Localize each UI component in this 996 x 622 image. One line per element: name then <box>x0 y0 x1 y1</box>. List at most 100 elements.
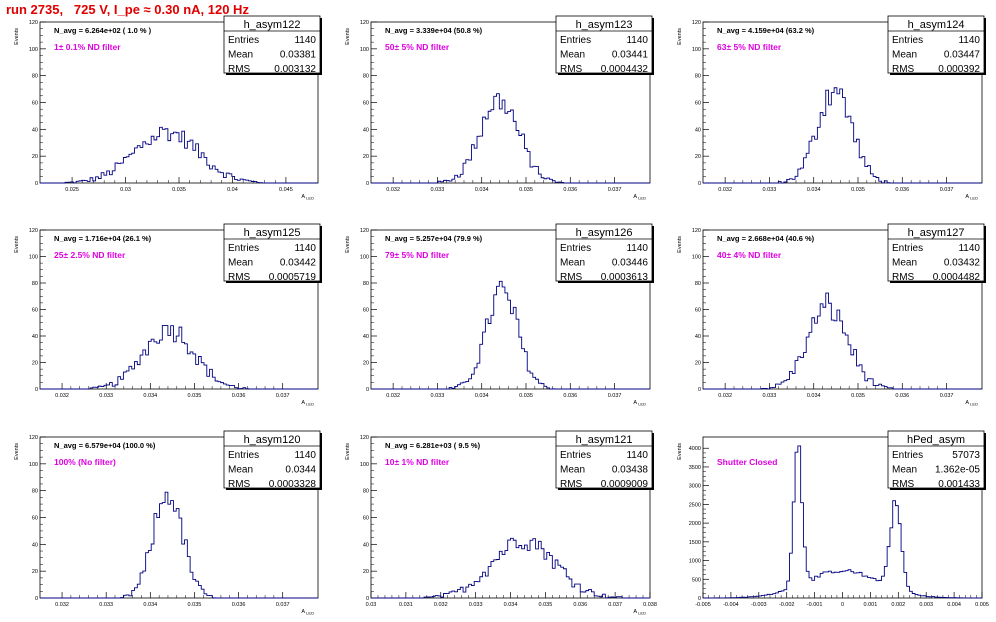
x-tick-label: 0.033 <box>99 602 113 608</box>
histogram-name: h_asym124 <box>908 19 965 31</box>
y-tick-label: 40 <box>695 127 701 133</box>
x-tick-label: -0.001 <box>807 602 823 608</box>
navg-label: N_avg = 4.159e+04 (63.2 %) <box>717 26 815 35</box>
y-tick-label: 80 <box>695 74 701 80</box>
stat-rms-label: RMS <box>892 272 915 283</box>
y-axis-label: Events <box>345 443 351 460</box>
x-tick-label: 0.033 <box>763 393 777 399</box>
stat-rms-value: 0.0004482 <box>933 272 981 283</box>
y-tick-label: 40 <box>363 334 369 340</box>
histogram-line <box>40 491 318 599</box>
histogram-name: h_asym122 <box>244 19 301 31</box>
x-tick-label: 0.032 <box>386 187 400 193</box>
navg-label: N_avg = 3.339e+04 (50.8 %) <box>385 26 483 35</box>
y-tick-label: 20 <box>695 154 701 160</box>
x-tick-label: 0.037 <box>940 187 954 193</box>
stats-box: h_asym125 Entries 1140 Mean 0.03442 RMS 0.0005… <box>223 223 322 283</box>
stat-entries-label: Entries <box>892 243 923 254</box>
stat-rms-value: 0.0004432 <box>601 64 649 75</box>
y-tick-label: 80 <box>32 74 38 80</box>
x-axis-label: A LED <box>965 400 978 407</box>
stat-mean-value: 0.03381 <box>280 50 317 61</box>
stat-rms-value: 0.0003328 <box>269 479 317 490</box>
navg-label: N_avg = 5.257e+04 (79.9 %) <box>385 234 483 243</box>
histogram-name: h_asym125 <box>244 227 301 239</box>
y-tick-label: 40 <box>695 334 701 340</box>
stats-box: hPed_asym Entries 57073 Mean 1.362e-05 RMS 0.0… <box>887 430 986 490</box>
y-tick-label: 80 <box>32 281 38 287</box>
stat-rms-label: RMS <box>560 272 583 283</box>
stats-box-frame <box>555 430 653 489</box>
navg-label: N_avg = 2.668e+04 (40.6 %) <box>717 234 815 243</box>
x-tick-label: 0.034 <box>504 602 518 608</box>
stat-entries-value: 1140 <box>626 450 648 461</box>
stat-entries-value: 1140 <box>294 450 316 461</box>
x-tick-label: 0.032 <box>718 393 732 399</box>
stats-box-frame <box>223 15 321 74</box>
x-tick-label: 0.032 <box>55 602 69 608</box>
histogram-name: hPed_asym <box>907 434 965 446</box>
histogram-line <box>40 126 318 184</box>
stats-box-frame <box>887 15 985 74</box>
stat-mean-label: Mean <box>228 50 253 61</box>
histogram-line <box>703 292 982 390</box>
x-tick-label: 0.002 <box>891 602 905 608</box>
stat-rms-label: RMS <box>228 272 251 283</box>
x-tick-label: 0.036 <box>563 187 577 193</box>
stat-rms-label: RMS <box>228 479 251 490</box>
stat-mean-value: 1.362e-05 <box>935 465 980 476</box>
histogram-line <box>371 537 650 599</box>
x-tick-label: 0.036 <box>232 602 246 608</box>
y-axis-label: Events <box>14 443 20 460</box>
x-tick-label: 0.037 <box>608 602 622 608</box>
histogram-name: h_asym127 <box>908 227 965 239</box>
stat-entries-value: 1140 <box>626 35 648 46</box>
x-axis-label: A LED <box>301 194 314 201</box>
y-tick-label: 0 <box>35 181 38 187</box>
histogram-line <box>371 93 650 184</box>
x-tick-label: 0.004 <box>947 602 961 608</box>
x-tick-label: 0.033 <box>469 602 483 608</box>
stat-rms-value: 0.001433 <box>938 479 980 490</box>
navg-label: N_avg = 6.579e+04 (100.0 %) <box>54 441 156 450</box>
x-tick-label: 0.037 <box>276 393 290 399</box>
stats-box: h_asym123 Entries 1140 Mean 0.03441 RMS 0.0004… <box>555 15 654 75</box>
stat-rms-label: RMS <box>892 479 915 490</box>
x-tick-label: 0.035 <box>538 602 552 608</box>
stat-mean-label: Mean <box>560 258 585 269</box>
x-tick-label: 0 <box>841 602 844 608</box>
stat-mean-label: Mean <box>560 465 585 476</box>
histogram-line <box>703 87 982 184</box>
panel-h_asym125: 0 20 40 60 80 100 120 0.032 0.033 0.034 0.035 0.036… <box>14 223 322 407</box>
stat-mean-value: 0.03438 <box>612 465 649 476</box>
x-tick-label: 0.03 <box>120 187 131 193</box>
stat-mean-value: 0.03447 <box>944 50 981 61</box>
y-tick-label: 80 <box>695 281 701 287</box>
y-tick-label: 60 <box>32 516 38 522</box>
y-tick-label: 60 <box>363 516 369 522</box>
navg-label: N_avg = 6.264e+02 ( 1.0 % ) <box>54 26 152 35</box>
stat-rms-value: 0.003132 <box>274 64 316 75</box>
y-tick-label: 100 <box>29 47 38 53</box>
panel-h_asym126: 0 20 40 60 80 100 120 0.032 0.033 0.034 0.035 0.036… <box>345 223 654 407</box>
filter-label: 25± 2.5% ND filter <box>54 250 126 260</box>
x-tick-label: 0.034 <box>143 393 157 399</box>
stat-mean-label: Mean <box>228 465 253 476</box>
y-tick-label: 2500 <box>689 502 701 508</box>
stat-rms-value: 0.0009009 <box>601 479 649 490</box>
panel-h_asym124: 0 20 40 60 80 100 120 0.032 0.033 0.034 0.035 0.036… <box>677 15 986 201</box>
y-tick-label: 60 <box>32 308 38 314</box>
run-title: run 2735, 725 V, I_pe ≈ 0.30 nA, 120 Hz <box>6 2 249 17</box>
panel-h_asym123: 0 20 40 60 80 100 120 0.032 0.033 0.034 0.035 0.036… <box>345 15 654 201</box>
stat-rms-value: 0.0003613 <box>601 272 649 283</box>
stats-box: h_asym121 Entries 1140 Mean 0.03438 RMS 0.0009… <box>555 430 654 490</box>
y-tick-label: 0 <box>366 387 369 393</box>
y-tick-label: 120 <box>360 20 369 26</box>
x-tick-label: 0.035 <box>188 393 202 399</box>
y-axis-label: Events <box>677 236 683 253</box>
stat-rms-label: RMS <box>560 64 583 75</box>
stat-rms-label: RMS <box>892 64 915 75</box>
filter-label: 10± 1% ND filter <box>385 457 450 467</box>
y-tick-label: 4000 <box>689 446 701 452</box>
